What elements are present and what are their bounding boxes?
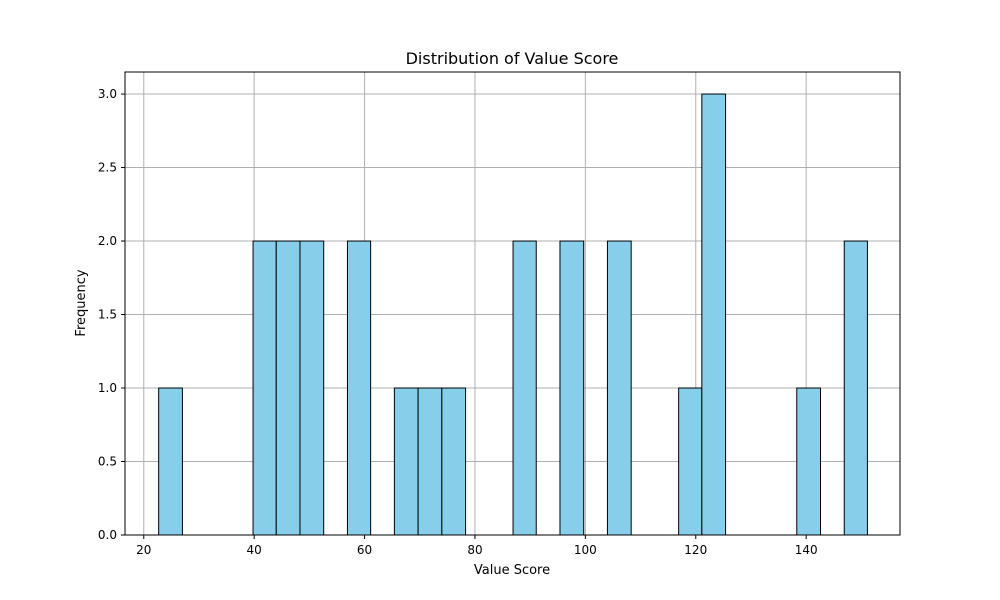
histogram-bar xyxy=(252,240,277,536)
histogram-bar xyxy=(346,240,372,536)
chart-title: Distribution of Value Score xyxy=(406,49,619,68)
y-tick-label: 1.0 xyxy=(98,381,117,395)
axes-frame xyxy=(124,71,901,536)
y-tick-label: 0.5 xyxy=(98,455,117,469)
y-tick-label: 3.0 xyxy=(98,87,117,101)
y-axis-ticks: 0.0 0.5 1.0 1.5 2.0 2.5 3.0 xyxy=(98,87,125,542)
histogram-bar xyxy=(606,240,632,536)
histogram-bar xyxy=(559,240,585,536)
x-axis-label: Value Score xyxy=(474,563,550,578)
x-axis-ticks: 20 40 60 80 100 120 140 xyxy=(136,535,818,557)
y-tick-label: 1.5 xyxy=(98,308,117,322)
y-axis-label: Frequency xyxy=(74,269,89,336)
histogram-bar xyxy=(417,387,443,536)
x-tick-label: 100 xyxy=(574,543,597,557)
histogram-bar xyxy=(275,240,301,536)
histogram-bar xyxy=(512,240,537,536)
x-tick-label: 60 xyxy=(357,543,372,557)
histogram-bar xyxy=(843,240,868,536)
histogram-bar xyxy=(441,387,467,536)
y-tick-label: 0.0 xyxy=(98,528,117,542)
y-tick-label: 2.0 xyxy=(98,234,117,248)
x-tick-label: 80 xyxy=(467,543,482,557)
y-tick-label: 2.5 xyxy=(98,161,117,175)
histogram-bar xyxy=(796,387,822,536)
histogram-bar xyxy=(299,240,325,536)
histogram-bar xyxy=(393,387,419,536)
x-tick-label: 120 xyxy=(684,543,707,557)
histogram-bar xyxy=(678,387,703,536)
x-tick-label: 40 xyxy=(247,543,262,557)
grid-lines xyxy=(125,72,900,536)
x-tick-label: 20 xyxy=(136,543,151,557)
x-tick-label: 140 xyxy=(795,543,818,557)
histogram-bar xyxy=(701,93,727,536)
histogram-bar xyxy=(158,387,183,536)
